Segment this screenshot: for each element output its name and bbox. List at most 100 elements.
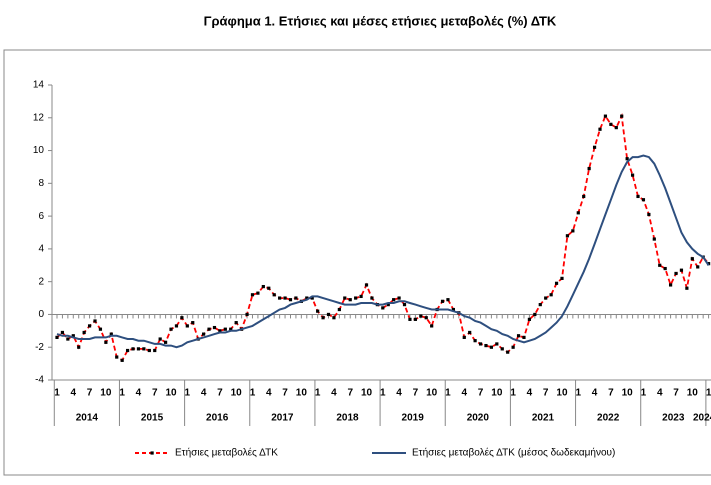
x-tick-label: 1 [641,388,647,399]
series-marker [587,166,591,171]
series-marker [668,283,673,287]
series-marker [489,345,493,349]
x-tick-label: 10 [231,388,243,399]
series-marker [527,317,532,321]
y-tick-label: 0 [38,309,44,320]
series-marker [625,157,629,161]
x-tick-label: 10 [687,388,699,399]
series-marker [98,327,103,331]
x-tick-label: 4 [201,388,207,399]
series-marker [392,298,396,302]
series-marker [343,296,347,300]
series-marker [66,337,70,341]
series-marker [272,293,276,297]
series-marker [229,327,233,331]
series-marker [278,296,282,300]
x-tick-label: 1 [54,388,60,399]
series-marker [93,319,97,323]
series-marker [413,317,417,321]
series-marker [332,316,336,320]
series-marker [690,257,694,261]
x-tick-label: 10 [426,388,438,399]
x-tick-label: 4 [71,388,77,399]
x-tick-label: 7 [608,388,614,399]
series-marker [495,342,499,346]
series-line [56,112,710,362]
x-tick-label: 1 [119,388,125,399]
y-tick-label: 8 [38,178,44,189]
year-label: 2021 [532,413,555,424]
series-marker [511,345,515,349]
series-marker [55,335,59,339]
series-marker [603,114,608,118]
x-tick-label: 4 [527,388,533,399]
x-tick-label: 4 [592,388,598,399]
series-marker [658,263,662,267]
series-marker [142,347,146,351]
series-marker [674,271,678,276]
y-tick-label: -2 [35,342,44,353]
series-marker [478,342,483,346]
series-marker [696,265,700,269]
series-marker [544,296,548,300]
x-tick-label: 10 [622,388,634,399]
series-marker [174,324,179,328]
year-label: 2019 [402,413,425,424]
series-marker [202,332,206,336]
series-marker [522,335,526,339]
series-marker [131,347,135,351]
series-marker [500,347,504,351]
series-marker [402,303,407,307]
series-marker [71,334,75,338]
chart-frame [3,49,711,476]
series-marker [158,337,162,341]
series-marker [125,348,130,353]
series-marker [641,198,646,202]
series-marker [598,127,602,131]
year-label: 2023 [662,413,685,424]
series-marker [153,348,157,353]
series-marker [354,296,358,300]
series-marker [582,194,586,199]
series-marker [533,312,537,317]
series-marker [288,298,293,302]
series-marker [397,296,401,300]
series-marker [250,293,255,297]
series-marker [462,335,466,339]
y-tick-label: 2 [38,276,44,287]
series-marker [223,327,227,331]
y-tick-label: 4 [38,244,44,255]
series-marker [424,316,428,320]
year-label: 2016 [206,413,229,424]
x-tick-label: 1 [706,388,711,399]
series-marker [164,340,168,344]
x-tick-label: 4 [331,388,337,399]
series-marker [191,321,195,325]
x-tick-label: 4 [396,388,402,399]
series-marker [234,321,238,325]
series-marker [408,317,412,321]
x-tick-label: 1 [185,388,191,399]
series-marker [104,340,108,344]
series-marker [554,281,559,285]
series-marker [506,350,510,354]
series-marker [207,327,211,331]
x-tick-label: 7 [478,388,484,399]
series-marker [663,266,667,271]
series-marker [484,343,488,348]
series-marker [267,286,271,290]
series-marker [364,283,369,287]
x-tick-label: 7 [413,388,419,399]
legend-label: Ετήσιες μεταβολές ΔΤΚ [175,447,278,459]
series-marker [685,286,689,290]
x-tick-label: 10 [361,388,373,399]
x-tick-label: 1 [380,388,386,399]
y-tick-label: 12 [33,112,45,123]
series-marker [294,296,298,300]
series-marker [326,312,331,317]
x-tick-label: 1 [445,388,451,399]
legend-marker [150,451,154,455]
